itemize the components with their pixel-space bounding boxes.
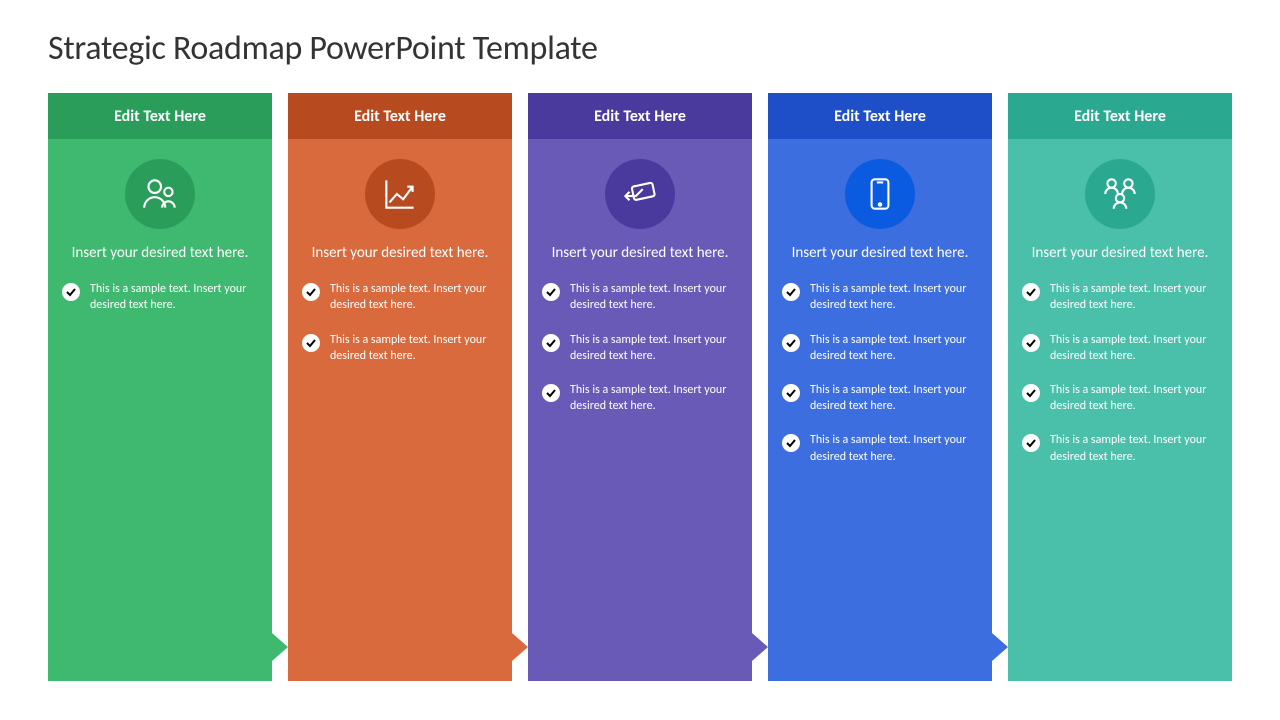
arrow-icon bbox=[512, 633, 528, 661]
bullet-text[interactable]: This is a sample text. Insert your desir… bbox=[1050, 432, 1218, 464]
bullet-text[interactable]: This is a sample text. Insert your desir… bbox=[1050, 332, 1218, 364]
bullet-item: This is a sample text. Insert your desir… bbox=[1022, 332, 1218, 364]
bullet-list: This is a sample text. Insert your desir… bbox=[62, 281, 258, 313]
columns-container: Edit Text HereInsert your desired text h… bbox=[48, 93, 1232, 681]
check-icon bbox=[1022, 384, 1040, 402]
bullet-text[interactable]: This is a sample text. Insert your desir… bbox=[810, 432, 978, 464]
check-icon bbox=[782, 283, 800, 301]
bullet-item: This is a sample text. Insert your desir… bbox=[782, 432, 978, 464]
column-5: Edit Text HereInsert your desired text h… bbox=[1008, 93, 1232, 681]
column-3: Edit Text HereInsert your desired text h… bbox=[528, 93, 752, 681]
column-subtitle[interactable]: Insert your desired text here. bbox=[542, 243, 738, 263]
bullet-item: This is a sample text. Insert your desir… bbox=[62, 281, 258, 313]
check-icon bbox=[782, 434, 800, 452]
bullet-text[interactable]: This is a sample text. Insert your desir… bbox=[1050, 281, 1218, 313]
column-2: Edit Text HereInsert your desired text h… bbox=[288, 93, 512, 681]
column-header[interactable]: Edit Text Here bbox=[528, 93, 752, 139]
bullet-item: This is a sample text. Insert your desir… bbox=[542, 382, 738, 414]
column-body: Insert your desired text here. This is a … bbox=[1008, 139, 1232, 681]
bullet-item: This is a sample text. Insert your desir… bbox=[1022, 382, 1218, 414]
column-header[interactable]: Edit Text Here bbox=[288, 93, 512, 139]
column-subtitle[interactable]: Insert your desired text here. bbox=[782, 243, 978, 263]
check-icon bbox=[542, 334, 560, 352]
column-subtitle[interactable]: Insert your desired text here. bbox=[62, 243, 258, 263]
bullet-text[interactable]: This is a sample text. Insert your desir… bbox=[570, 332, 738, 364]
bullet-item: This is a sample text. Insert your desir… bbox=[302, 281, 498, 313]
arrow-icon bbox=[752, 633, 768, 661]
column-1: Edit Text HereInsert your desired text h… bbox=[48, 93, 272, 681]
arrow-icon bbox=[992, 633, 1008, 661]
bullet-list: This is a sample text. Insert your desir… bbox=[302, 281, 498, 364]
check-icon bbox=[302, 334, 320, 352]
check-icon bbox=[542, 283, 560, 301]
bullet-item: This is a sample text. Insert your desir… bbox=[1022, 281, 1218, 313]
bullet-text[interactable]: This is a sample text. Insert your desir… bbox=[330, 281, 498, 313]
column-body: Insert your desired text here. This is a … bbox=[768, 139, 992, 681]
column-body: Insert your desired text here. This is a … bbox=[528, 139, 752, 681]
phone-icon bbox=[845, 159, 915, 229]
bullet-item: This is a sample text. Insert your desir… bbox=[782, 382, 978, 414]
column-header[interactable]: Edit Text Here bbox=[1008, 93, 1232, 139]
bullet-text[interactable]: This is a sample text. Insert your desir… bbox=[90, 281, 258, 313]
bullet-item: This is a sample text. Insert your desir… bbox=[542, 332, 738, 364]
card-icon bbox=[605, 159, 675, 229]
column-header[interactable]: Edit Text Here bbox=[48, 93, 272, 139]
bullet-text[interactable]: This is a sample text. Insert your desir… bbox=[1050, 382, 1218, 414]
bullet-text[interactable]: This is a sample text. Insert your desir… bbox=[810, 332, 978, 364]
arrow-icon bbox=[272, 633, 288, 661]
bullet-item: This is a sample text. Insert your desir… bbox=[782, 281, 978, 313]
column-header[interactable]: Edit Text Here bbox=[768, 93, 992, 139]
check-icon bbox=[1022, 334, 1040, 352]
slide-title[interactable]: Strategic Roadmap PowerPoint Template bbox=[48, 28, 1232, 69]
column-subtitle[interactable]: Insert your desired text here. bbox=[302, 243, 498, 263]
check-icon bbox=[62, 283, 80, 301]
check-icon bbox=[782, 334, 800, 352]
check-icon bbox=[542, 384, 560, 402]
check-icon bbox=[302, 283, 320, 301]
slide: Strategic Roadmap PowerPoint Template Ed… bbox=[0, 0, 1280, 720]
bullet-text[interactable]: This is a sample text. Insert your desir… bbox=[570, 382, 738, 414]
people-icon bbox=[125, 159, 195, 229]
bullet-text[interactable]: This is a sample text. Insert your desir… bbox=[810, 382, 978, 414]
column-subtitle[interactable]: Insert your desired text here. bbox=[1022, 243, 1218, 263]
bullet-text[interactable]: This is a sample text. Insert your desir… bbox=[810, 281, 978, 313]
bullet-text[interactable]: This is a sample text. Insert your desir… bbox=[330, 332, 498, 364]
bullet-list: This is a sample text. Insert your desir… bbox=[782, 281, 978, 465]
column-4: Edit Text HereInsert your desired text h… bbox=[768, 93, 992, 681]
check-icon bbox=[1022, 283, 1040, 301]
bullet-item: This is a sample text. Insert your desir… bbox=[542, 281, 738, 313]
bullet-text[interactable]: This is a sample text. Insert your desir… bbox=[570, 281, 738, 313]
bullet-item: This is a sample text. Insert your desir… bbox=[1022, 432, 1218, 464]
column-body: Insert your desired text here. This is a … bbox=[48, 139, 272, 681]
chart-icon bbox=[365, 159, 435, 229]
check-icon bbox=[782, 384, 800, 402]
check-icon bbox=[1022, 434, 1040, 452]
group-icon bbox=[1085, 159, 1155, 229]
bullet-item: This is a sample text. Insert your desir… bbox=[782, 332, 978, 364]
bullet-list: This is a sample text. Insert your desir… bbox=[542, 281, 738, 414]
bullet-list: This is a sample text. Insert your desir… bbox=[1022, 281, 1218, 465]
column-body: Insert your desired text here. This is a … bbox=[288, 139, 512, 681]
bullet-item: This is a sample text. Insert your desir… bbox=[302, 332, 498, 364]
